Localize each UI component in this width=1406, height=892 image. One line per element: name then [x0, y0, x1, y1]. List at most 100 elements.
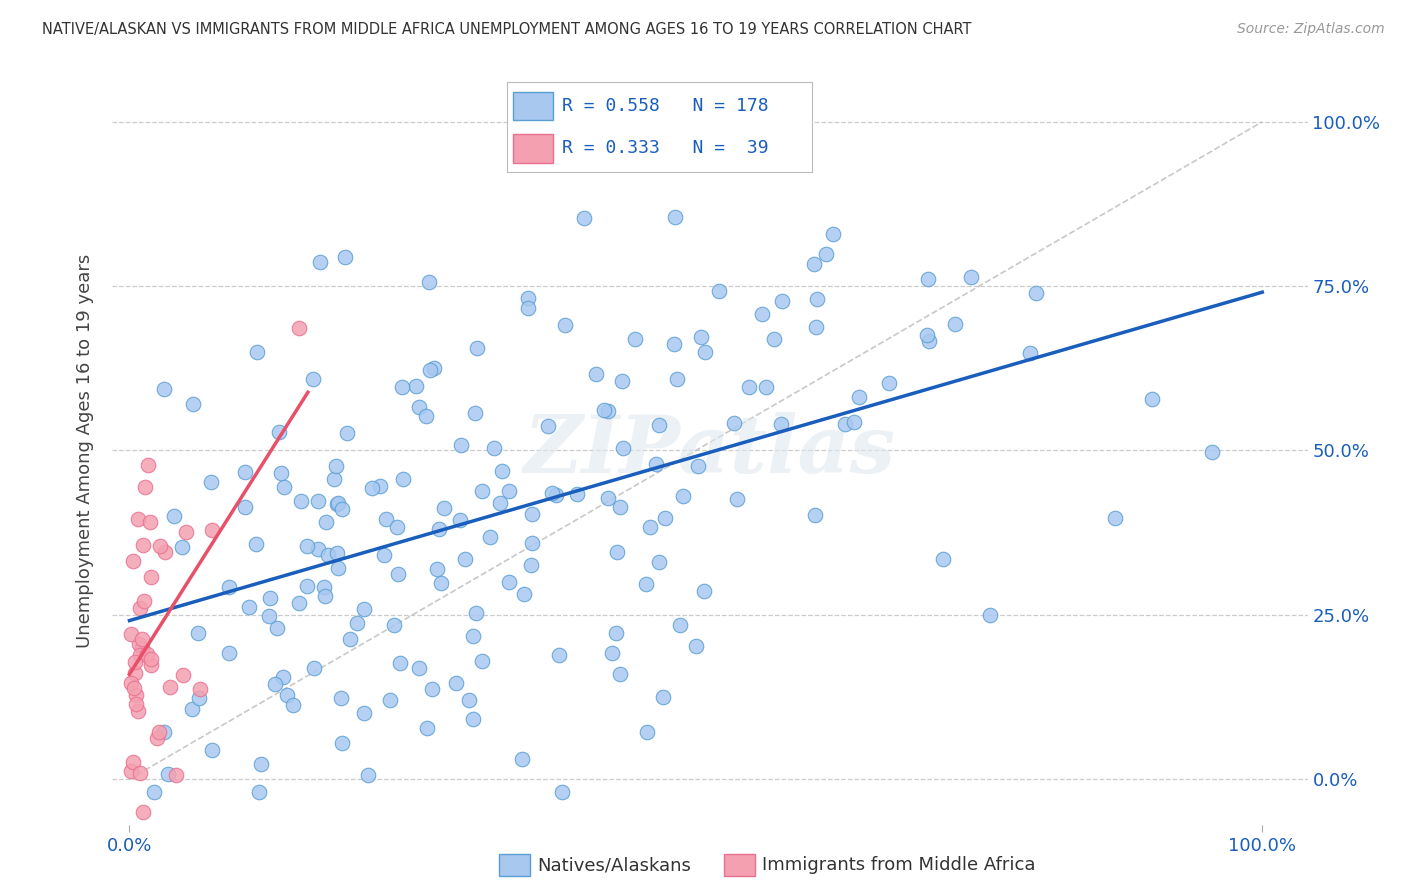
Point: [806, 319, 828, 334]
Point: [148, 725, 170, 739]
Point: [259, 591, 281, 605]
Point: [461, 712, 484, 726]
Point: [551, 785, 574, 799]
Point: [917, 327, 939, 342]
Y-axis label: Unemployment Among Ages 16 to 19 years: Unemployment Among Ages 16 to 19 years: [76, 253, 94, 648]
Point: [420, 682, 443, 697]
Point: [463, 629, 485, 643]
Point: [122, 681, 145, 695]
Point: [392, 472, 415, 486]
Point: [547, 648, 569, 662]
Point: [664, 336, 686, 351]
Text: Source: ZipAtlas.com: Source: ZipAtlas.com: [1237, 22, 1385, 37]
Point: [330, 502, 353, 516]
Point: [815, 247, 838, 261]
Point: [307, 494, 329, 508]
Point: [335, 250, 357, 264]
Point: [834, 417, 856, 432]
Point: [517, 301, 540, 315]
Point: [132, 594, 155, 608]
Point: [201, 743, 224, 757]
Point: [609, 666, 631, 681]
Point: [572, 211, 595, 225]
Point: [128, 637, 150, 651]
Point: [707, 284, 730, 298]
Point: [823, 227, 845, 242]
Point: [465, 341, 488, 355]
Point: [664, 210, 686, 224]
Point: [554, 318, 576, 332]
Point: [180, 702, 202, 716]
Point: [318, 549, 340, 563]
Point: [264, 677, 287, 691]
Point: [378, 693, 401, 707]
Point: [638, 520, 661, 534]
Point: [537, 418, 560, 433]
Point: [325, 546, 347, 560]
Point: [353, 706, 375, 721]
Point: [353, 602, 375, 616]
Point: [188, 681, 211, 696]
Point: [127, 512, 149, 526]
Point: [131, 632, 153, 646]
Point: [636, 724, 658, 739]
Point: [127, 704, 149, 718]
Point: [330, 736, 353, 750]
Point: [842, 415, 865, 429]
Point: [326, 497, 349, 511]
Point: [266, 621, 288, 635]
Point: [454, 551, 477, 566]
Point: [520, 535, 543, 549]
Point: [155, 545, 177, 559]
Point: [444, 676, 467, 690]
Point: [290, 494, 312, 508]
Point: [517, 291, 540, 305]
Point: [357, 768, 380, 782]
Point: [200, 475, 222, 489]
Point: [408, 400, 430, 414]
Point: [233, 500, 256, 514]
Point: [273, 480, 295, 494]
Point: [149, 539, 172, 553]
Point: [136, 458, 159, 472]
Point: [418, 275, 440, 289]
Point: [120, 626, 142, 640]
Point: [218, 646, 240, 660]
Point: [689, 330, 711, 344]
Point: [917, 271, 939, 285]
Point: [520, 558, 543, 572]
Point: [918, 334, 941, 348]
Point: [648, 555, 671, 569]
Point: [979, 608, 1001, 623]
Point: [373, 548, 395, 562]
Point: [479, 530, 502, 544]
Point: [269, 425, 291, 439]
Point: [134, 480, 156, 494]
Point: [609, 500, 631, 514]
Point: [128, 648, 150, 663]
Point: [131, 805, 153, 819]
Point: [593, 403, 616, 417]
Point: [131, 640, 153, 655]
Point: [426, 562, 449, 576]
Point: [419, 363, 441, 377]
Point: [636, 577, 658, 591]
Point: [120, 764, 142, 778]
Point: [755, 379, 778, 393]
Point: [233, 465, 256, 479]
Point: [612, 375, 634, 389]
Text: NATIVE/ALASKAN VS IMMIGRANTS FROM MIDDLE AFRICA UNEMPLOYMENT AMONG AGES 16 TO 19: NATIVE/ALASKAN VS IMMIGRANTS FROM MIDDLE…: [42, 22, 972, 37]
Point: [512, 586, 534, 600]
Point: [153, 725, 176, 739]
Point: [520, 507, 543, 521]
Point: [201, 523, 224, 537]
Point: [304, 661, 326, 675]
Point: [391, 380, 413, 394]
Point: [339, 632, 361, 646]
Point: [176, 525, 198, 540]
Point: [471, 654, 494, 668]
Text: Immigrants from Middle Africa: Immigrants from Middle Africa: [762, 856, 1036, 874]
Point: [498, 574, 520, 589]
Point: [368, 479, 391, 493]
Point: [159, 680, 181, 694]
